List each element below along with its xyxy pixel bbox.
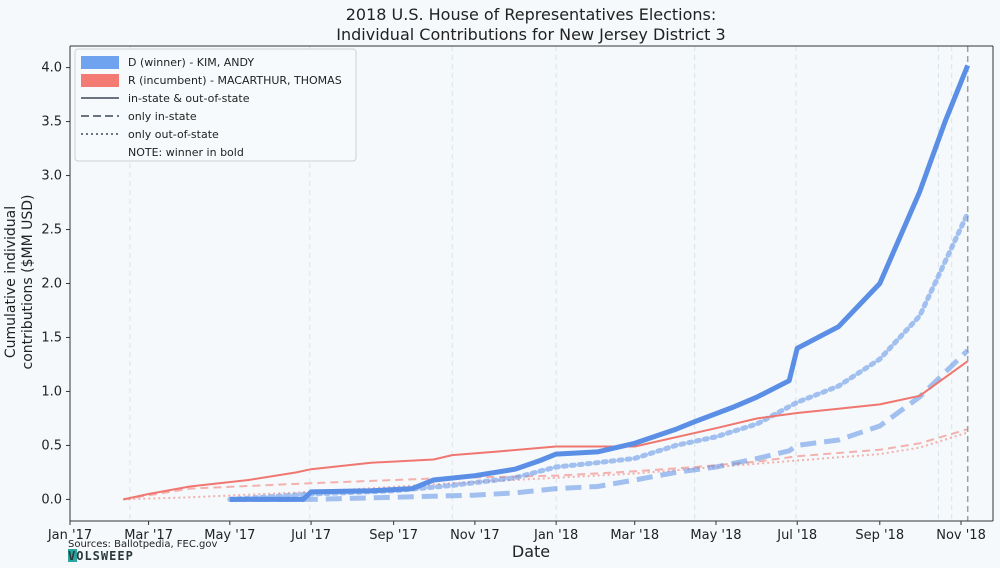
y-tick-label: 1.0 [41, 384, 62, 399]
legend-label: only out-of-state [128, 128, 219, 141]
x-tick-label: May '18 [690, 528, 741, 543]
y-tick-label: 1.5 [41, 330, 62, 345]
y-tick-label: 0.0 [41, 492, 62, 507]
chart-subtitle: Individual Contributions for New Jersey … [336, 25, 725, 44]
y-tick-label: 4.0 [41, 61, 62, 76]
x-tick-label: Sep '18 [855, 528, 904, 543]
legend-item-5: NOTE: winner in bold [128, 146, 244, 159]
chart-title: 2018 U.S. House of Representatives Elect… [346, 5, 717, 24]
legend-swatch [81, 74, 119, 87]
series-r-out-of-state [123, 431, 969, 501]
legend-item-3: only in-state [81, 110, 197, 123]
series-d-out-of-state [227, 210, 971, 502]
source-note: Sources: Ballotpedia, FEC.gov [68, 539, 217, 550]
series-layer [123, 64, 971, 502]
series-r-in-state [123, 428, 968, 501]
x-tick-label: Jul '17 [290, 528, 331, 543]
x-tick-label: Sep '17 [369, 528, 418, 543]
legend-label: R (incumbent) - MACARTHUR, THOMAS [128, 74, 342, 87]
y-axis-label-line2: contributions ($MM USD) [20, 195, 36, 370]
legend-label: in-state & out-of-state [128, 92, 250, 105]
y-tick-label: 3.5 [41, 115, 62, 130]
legend-swatch [81, 56, 119, 69]
legend: D (winner) - KIM, ANDY R (incumbent) - MA… [74, 48, 357, 162]
y-tick-label: 0.5 [41, 438, 62, 453]
series-d-total [229, 64, 971, 502]
reference-lines [129, 46, 969, 521]
legend-item-0: D (winner) - KIM, ANDY [81, 56, 254, 69]
x-tick-label: Mar '18 [610, 528, 659, 543]
x-tick-label: Nov '17 [450, 528, 500, 543]
x-tick-label: Nov '18 [936, 528, 986, 543]
legend-item-4: only out-of-state [81, 128, 219, 141]
y-axis-label-line1: Cumulative individual [3, 206, 19, 358]
logo-mark [68, 549, 77, 562]
x-tick-label: Jan '17 [47, 528, 92, 543]
legend-label: NOTE: winner in bold [128, 146, 244, 159]
x-tick-label: May '17 [204, 528, 255, 543]
y-tick-label: 2.5 [41, 223, 62, 238]
legend-item-1: R (incumbent) - MACARTHUR, THOMAS [81, 74, 342, 87]
series-r-total [123, 360, 969, 501]
legend-item-2: in-state & out-of-state [81, 92, 250, 105]
y-tick-label: 2.0 [41, 277, 62, 292]
y-tick-label: 3.0 [41, 169, 62, 184]
tick-labels: 0.0 0.5 1.0 1.5 2.0 2.5 3.0 3.5 4.0 Jan '17 Mar '1… [41, 61, 986, 543]
x-tick-label: Jul '18 [776, 528, 817, 543]
logo-text: VOLSWEEP [68, 549, 134, 563]
series-d-in-state [229, 348, 970, 502]
legend-box [74, 48, 357, 162]
x-tick-label: Mar '17 [124, 528, 173, 543]
legend-label: D (winner) - KIM, ANDY [128, 56, 254, 69]
y-axis-label: Cumulative individual contributions ($MM… [3, 195, 36, 370]
legend-label: only in-state [128, 110, 197, 123]
logo: VOLSWEEP [68, 549, 134, 563]
x-axis-label: Date [512, 542, 550, 561]
x-tick-label: Jan '18 [533, 528, 578, 543]
